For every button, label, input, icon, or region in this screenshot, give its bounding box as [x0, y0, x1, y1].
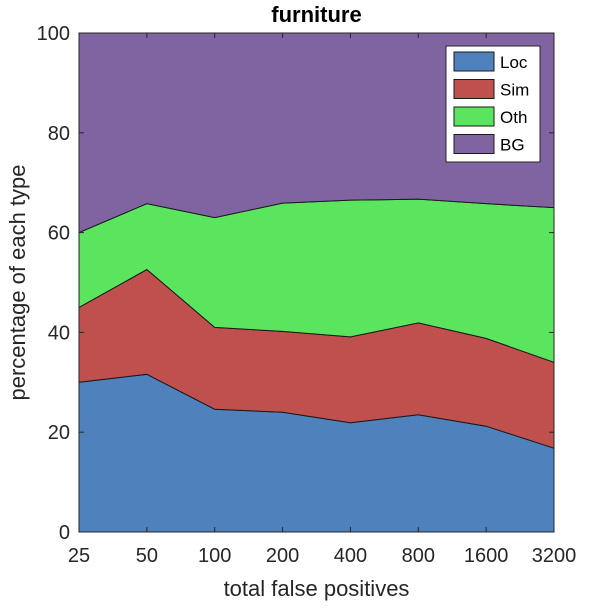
x-axis: 25 50 100 200 400 800 1600 3200 [68, 33, 576, 567]
legend-swatch-sim [453, 79, 495, 99]
x-tick-label: 800 [402, 545, 435, 567]
legend-label-loc: Loc [500, 53, 528, 72]
y-tick-label: 100 [37, 23, 70, 45]
x-tick-label: 50 [136, 545, 158, 567]
x-tick-label: 1600 [464, 545, 509, 567]
y-axis: 0 20 40 60 80 100 [37, 23, 554, 544]
x-tick-label: 3200 [532, 545, 577, 567]
y-tick-label: 80 [48, 123, 70, 145]
y-tick-label: 60 [48, 223, 70, 245]
x-tick-label: 200 [266, 545, 299, 567]
x-tick-label: 400 [334, 545, 367, 567]
legend-swatch-bg [453, 134, 495, 154]
legend-swatch-loc [453, 51, 495, 72]
plot-frame [78, 32, 555, 533]
x-axis-label: total false positives [224, 576, 410, 601]
legend-label-sim: Sim [500, 81, 529, 100]
legend-label-oth: Oth [500, 108, 527, 127]
legend-label-bg: BG [500, 136, 525, 155]
x-tick-label: 25 [68, 545, 90, 567]
chart-title: furniture [271, 2, 361, 27]
legend-swatch-oth [453, 106, 495, 127]
y-axis-label: percentage of each type [5, 164, 30, 400]
x-tick-label: 100 [198, 545, 231, 567]
legend: Loc Sim Oth BG [445, 45, 541, 163]
area-layers [78, 32, 555, 533]
y-tick-label: 40 [48, 322, 70, 344]
y-tick-label: 20 [48, 422, 70, 444]
y-tick-label: 0 [59, 522, 70, 544]
